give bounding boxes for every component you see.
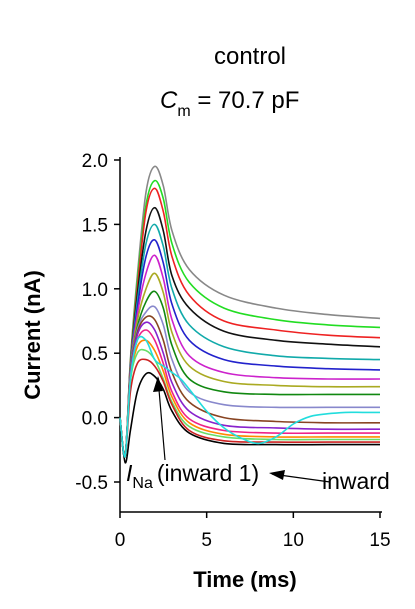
annotation-ina-arrowhead xyxy=(153,376,163,392)
trace-line xyxy=(119,179,381,459)
current-traces xyxy=(119,165,381,464)
y-tick-label: 1.5 xyxy=(82,215,108,236)
annotation-inward-arrowhead xyxy=(269,470,285,480)
annotation-inward: inward xyxy=(269,468,390,494)
trace-line xyxy=(119,187,381,459)
subtitle-symbol: C xyxy=(160,87,178,114)
x-tick-label: 5 xyxy=(201,530,212,551)
annotation-ina-arrow xyxy=(157,377,166,461)
x-axis-title: Time (ms) xyxy=(193,567,297,592)
y-tick-label: 0.0 xyxy=(82,409,108,430)
trace-line xyxy=(119,239,381,458)
annotation-ina-symbol: I xyxy=(126,460,133,486)
annotation-ina-subscript: Na xyxy=(132,475,153,492)
y-tick-label: 2.0 xyxy=(82,151,108,172)
annotation-inward-label: inward xyxy=(322,468,390,494)
annotation-ina-text: (inward 1) xyxy=(157,460,259,486)
chart-title: control xyxy=(214,43,286,70)
y-axis-title: Current (nA) xyxy=(20,270,45,400)
subtitle-subscript: m xyxy=(177,103,190,120)
subtitle-rest: = 70.7 pF xyxy=(191,87,300,114)
y-tick-label: -0.5 xyxy=(75,473,108,494)
x-tick-label: 0 xyxy=(115,530,126,551)
trace-line xyxy=(119,371,380,464)
trace-line xyxy=(119,348,380,458)
trace-line xyxy=(119,358,380,458)
x-tick-label: 15 xyxy=(369,530,390,551)
annotation-ina-label: INa (inward 1) xyxy=(126,460,259,492)
y-tick-label: 1.0 xyxy=(82,280,108,301)
chart-subtitle: Cm = 70.7 pF xyxy=(160,87,299,120)
annotation-ina: INa (inward 1) xyxy=(126,376,259,492)
trace-line xyxy=(119,335,380,458)
axis-ticks: -0.5 0.0 0.5 1.0 1.5 2.0 0 5 10 15 xyxy=(75,151,390,551)
x-tick-label: 10 xyxy=(283,530,304,551)
y-tick-label: 0.5 xyxy=(82,344,108,365)
